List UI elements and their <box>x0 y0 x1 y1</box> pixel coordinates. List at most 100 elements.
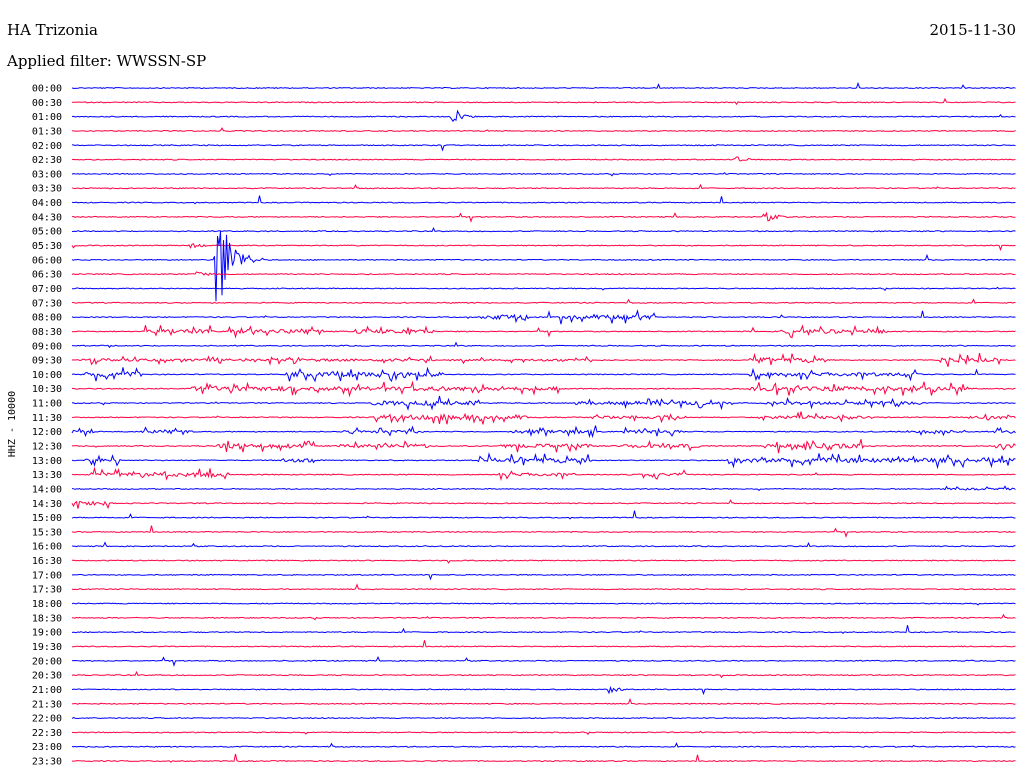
tick-label: 16:30 <box>32 556 62 567</box>
trace-line <box>71 411 1016 425</box>
tick-label: 04:00 <box>32 198 62 209</box>
trace-line <box>71 559 1016 564</box>
trace-line <box>71 717 1016 720</box>
tick-label: 21:30 <box>32 699 62 710</box>
tick-label: 09:00 <box>32 341 62 352</box>
tick-label: 04:30 <box>32 212 62 223</box>
trace-line <box>71 172 1016 177</box>
trace-line <box>72 525 1016 539</box>
tick-label: 07:00 <box>32 284 62 295</box>
trace-line <box>71 183 1016 190</box>
trace-line <box>71 309 1016 325</box>
tick-label: 16:00 <box>32 542 62 553</box>
trace-line <box>71 613 1016 621</box>
trace-line <box>71 753 1016 763</box>
trace-rows <box>71 81 1016 763</box>
tick-label: 07:30 <box>32 298 62 309</box>
tick-label: 20:00 <box>32 656 62 667</box>
trace-line <box>71 341 1016 349</box>
tick-label: 10:00 <box>32 370 62 381</box>
tick-label: 00:00 <box>32 84 62 95</box>
trace-line <box>71 352 1016 367</box>
tick-label: 01:00 <box>32 112 62 123</box>
trace-line <box>71 324 1016 339</box>
trace-line <box>71 625 1016 634</box>
station-title: HA Trizonia <box>7 21 98 39</box>
tick-label: 23:00 <box>32 742 62 753</box>
trace-line <box>71 395 1016 411</box>
date-label: 2015-11-30 <box>930 21 1016 39</box>
tick-label: 08:30 <box>32 327 62 338</box>
trace-line <box>71 541 1016 548</box>
tick-label: 01:30 <box>32 126 62 137</box>
trace-line <box>71 697 1016 705</box>
tick-label: 14:30 <box>32 499 62 510</box>
tick-label: 03:00 <box>32 169 62 180</box>
trace-line <box>71 380 1016 398</box>
trace-line <box>71 670 1016 679</box>
trace-line <box>71 271 1016 276</box>
tick-label: 22:30 <box>32 728 62 739</box>
trace-line <box>71 81 1016 90</box>
trace-line <box>72 97 1016 106</box>
tick-label: 09:30 <box>32 356 62 367</box>
trace-line <box>71 211 1016 223</box>
trace-line <box>71 243 1016 252</box>
trace-line <box>71 231 1016 302</box>
tick-label: 08:00 <box>32 313 62 324</box>
tick-label: 23:30 <box>32 757 62 768</box>
trace-line <box>71 156 1016 162</box>
tick-label: 18:30 <box>32 613 62 624</box>
trace-line <box>72 640 1016 648</box>
tick-label: 12:30 <box>32 442 62 453</box>
tick-label: 15:00 <box>32 513 62 524</box>
tick-label: 13:30 <box>32 470 62 481</box>
y-axis-label: HHZ - 10000 <box>7 391 18 457</box>
trace-line <box>71 227 1016 233</box>
tick-label: 21:00 <box>32 685 62 696</box>
trace-line <box>71 685 1016 696</box>
tick-label: 11:00 <box>32 399 62 410</box>
tick-label: 06:00 <box>32 255 62 266</box>
tick-label: 19:30 <box>32 642 62 653</box>
trace-line <box>71 298 1016 304</box>
trace-line <box>71 499 1016 510</box>
tick-label: 11:30 <box>32 413 62 424</box>
trace-line <box>71 425 1016 439</box>
tick-label: 10:30 <box>32 384 62 395</box>
tick-label: 14:00 <box>32 484 62 495</box>
trace-line <box>71 510 1016 520</box>
trace-line <box>71 573 1016 581</box>
tick-label: 19:00 <box>32 628 62 639</box>
trace-line <box>71 466 1016 482</box>
tick-label: 02:00 <box>32 141 62 152</box>
trace-line <box>72 286 1016 292</box>
trace-line <box>71 109 1016 123</box>
trace-line <box>71 195 1016 205</box>
trace-line <box>71 602 1016 606</box>
trace-line <box>71 730 1016 735</box>
tick-label: 17:30 <box>32 585 62 596</box>
tick-label: 12:00 <box>32 427 62 438</box>
tick-label: 03:30 <box>32 184 62 195</box>
trace-line <box>71 439 1016 454</box>
tick-label: 15:30 <box>32 527 62 538</box>
tick-label: 05:00 <box>32 227 62 238</box>
tick-labels: 00:00 00:30 01:00 01:30 02:00 02:30 03:00 03:30… <box>32 84 62 768</box>
tick-label: 02:30 <box>32 155 62 166</box>
tick-label: 20:30 <box>32 671 62 682</box>
tick-label: 06:30 <box>32 270 62 281</box>
tick-label: 18:00 <box>32 599 62 610</box>
tick-label: 22:00 <box>32 714 62 725</box>
trace-line <box>71 366 1016 383</box>
trace-line <box>71 452 1016 470</box>
tick-label: 13:00 <box>32 456 62 467</box>
trace-line <box>71 655 1016 667</box>
tick-label: 17:00 <box>32 570 62 581</box>
filter-label: Applied filter: WWSSN-SP <box>6 52 206 70</box>
tick-label: 05:30 <box>32 241 62 252</box>
trace-line <box>71 583 1016 591</box>
tick-label: 00:30 <box>32 98 62 109</box>
trace-line <box>72 144 1016 152</box>
